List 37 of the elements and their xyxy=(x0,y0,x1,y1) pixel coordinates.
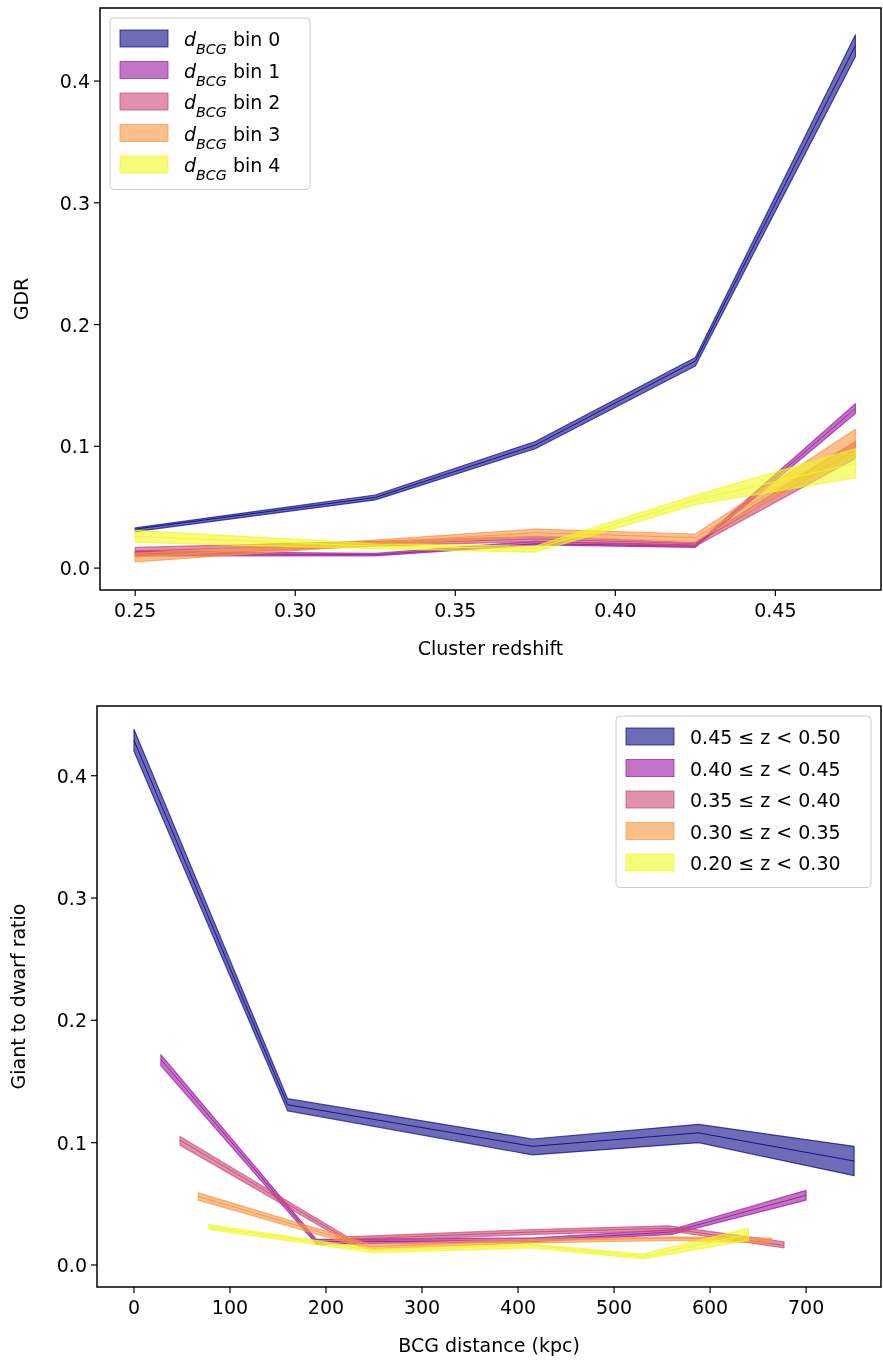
y-tick-label: 0.0 xyxy=(56,1253,87,1276)
y-tick-label: 0.4 xyxy=(56,764,87,787)
x-tick-label: 600 xyxy=(691,1296,729,1318)
y-tick-label: 0.4 xyxy=(59,70,90,93)
x-tick-label: 0.40 xyxy=(594,599,637,621)
legend-label: d$_{BCG}$ bin 4 xyxy=(184,154,281,183)
y-axis-title: Giant to dwarf ratio xyxy=(7,903,29,1090)
legend-label: 0.35 ≤ z < 0.40 xyxy=(690,789,841,811)
legend-label: d$_{BCG}$ bin 0 xyxy=(184,28,281,57)
x-tick-label: 200 xyxy=(307,1296,345,1318)
x-tick-label: 0.30 xyxy=(274,599,317,621)
x-tick-label: 0.35 xyxy=(434,599,477,621)
legend-label: 0.30 ≤ z < 0.35 xyxy=(690,820,841,843)
x-tick-label: 100 xyxy=(211,1296,249,1318)
x-tick-label: 0 xyxy=(127,1296,141,1318)
y-tick-label: 0.3 xyxy=(56,887,87,910)
y-tick-label: 0.0 xyxy=(59,557,90,580)
x-axis-title: Cluster redshift xyxy=(417,637,564,659)
y-tick-label: 0.3 xyxy=(59,191,90,214)
legend-label: d$_{BCG}$ bin 3 xyxy=(184,122,281,152)
y-tick-label: 0.1 xyxy=(59,435,90,458)
y-axis-title: GDR xyxy=(10,277,32,321)
legend-label: 0.45 ≤ z < 0.50 xyxy=(690,726,841,748)
legend-label: 0.20 ≤ z < 0.30 xyxy=(690,852,841,874)
x-tick-label: 0.45 xyxy=(754,599,797,621)
x-tick-label: 0.25 xyxy=(114,599,157,621)
legend-label: d$_{BCG}$ bin 1 xyxy=(184,59,281,89)
y-tick-label: 0.2 xyxy=(59,313,90,336)
legend-label: d$_{BCG}$ bin 2 xyxy=(184,91,281,120)
legend-label: 0.40 ≤ z < 0.45 xyxy=(690,757,841,780)
x-tick-label: 700 xyxy=(787,1296,825,1318)
y-tick-label: 0.1 xyxy=(56,1131,87,1154)
x-axis-title: BCG distance (kpc) xyxy=(398,1334,580,1356)
x-tick-label: 400 xyxy=(499,1296,537,1318)
y-tick-label: 0.2 xyxy=(56,1009,87,1032)
x-tick-label: 300 xyxy=(403,1296,441,1318)
x-tick-label: 500 xyxy=(595,1296,633,1318)
